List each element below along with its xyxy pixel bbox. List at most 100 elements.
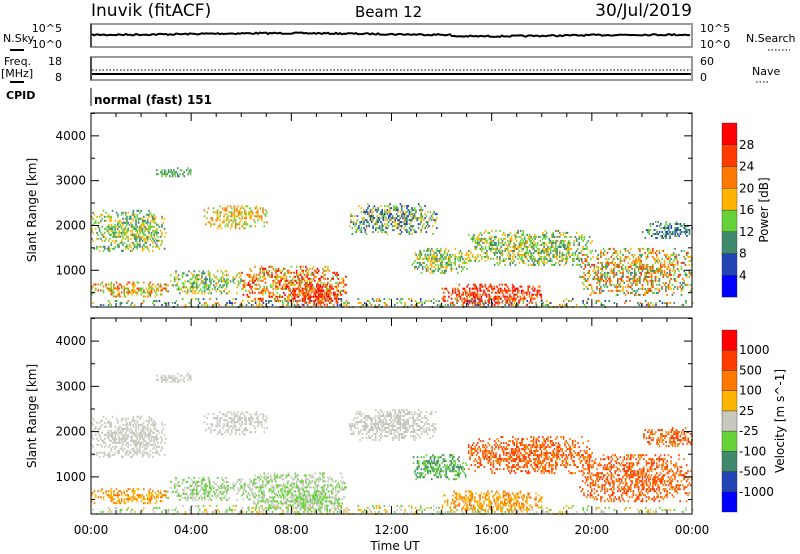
echo-cell (513, 259, 515, 262)
echo-cell (477, 241, 479, 244)
echo-cell (104, 231, 106, 234)
echo-cell (193, 286, 195, 289)
echo-cell (687, 283, 689, 286)
echo-cell (137, 217, 140, 220)
echo-cell (504, 263, 506, 266)
echo-cell (92, 417, 94, 420)
echo-cell (611, 289, 614, 292)
echo-cell (148, 441, 150, 444)
echo-cell (479, 293, 481, 296)
echo-cell (282, 277, 285, 280)
echo-cell (342, 285, 345, 288)
echo-cell (156, 287, 158, 290)
echo-cell (468, 301, 471, 304)
echo-cell (566, 231, 569, 234)
echo-cell (404, 225, 407, 228)
echo-cell (227, 225, 229, 228)
echo-cell (98, 245, 101, 248)
echo-cell (499, 255, 501, 258)
y-tick-label: 2000 (55, 218, 86, 232)
echo-cell (275, 283, 277, 286)
echo-cell (227, 223, 229, 226)
echo-cell (420, 215, 422, 218)
echo-cell (120, 492, 123, 495)
echo-cell (606, 261, 609, 264)
echo-cell (601, 267, 603, 270)
echo-cell (454, 297, 457, 300)
echo-cell (363, 211, 365, 214)
echo-cell (214, 302, 217, 304)
echo-cell (139, 447, 141, 450)
nave-tick: 60 (700, 55, 714, 68)
echo-cell (136, 209, 139, 212)
echo-cell (534, 237, 536, 240)
echo-cell (136, 231, 139, 234)
echo-cell (156, 289, 158, 292)
echo-cell (143, 237, 145, 240)
echo-cell (531, 241, 534, 244)
echo-cell (596, 285, 598, 288)
echo-cell (149, 243, 152, 246)
echo-cell (488, 235, 491, 238)
echo-cell (128, 281, 131, 284)
echo-cell (578, 235, 580, 238)
echo-cell (384, 211, 386, 214)
echo-cell (433, 261, 436, 264)
echo-cell (460, 253, 463, 256)
echo-cell (536, 293, 539, 296)
echo-cell (549, 257, 552, 260)
echo-cell (139, 494, 141, 497)
echo-cell (419, 255, 421, 258)
echo-cell (413, 229, 416, 232)
echo-cell (514, 235, 517, 238)
echo-cell (507, 297, 510, 300)
echo-cell (107, 225, 110, 228)
echo-cell (220, 227, 223, 230)
echo-cell (410, 300, 413, 302)
echo-cell (491, 291, 493, 294)
echo-cell (466, 267, 468, 270)
echo-cell (542, 237, 544, 240)
echo-cell (635, 259, 637, 262)
echo-cell (107, 289, 110, 292)
echo-cell (370, 304, 373, 306)
echo-cell (294, 283, 297, 286)
echo-cell (113, 431, 115, 434)
echo-cell (143, 247, 145, 250)
echo-cell (481, 285, 484, 288)
echo-cell (231, 302, 233, 304)
echo-cell (371, 217, 373, 220)
echo-cell (241, 215, 243, 218)
echo-cell (442, 253, 445, 256)
echo-cell (107, 304, 110, 306)
echo-cell (288, 289, 290, 292)
nsky-tick: 10^5 (32, 22, 62, 35)
echo-cell (542, 241, 544, 244)
echo-cell (491, 287, 493, 290)
echo-cell (143, 427, 145, 430)
echo-cell (447, 259, 450, 262)
echo-cell (372, 211, 374, 214)
echo-cell (604, 275, 606, 278)
echo-cell (473, 237, 475, 240)
echo-cell (684, 257, 687, 260)
echo-cell (120, 417, 123, 420)
echo-cell (321, 267, 324, 270)
echo-cell (297, 275, 299, 278)
echo-cell (474, 241, 476, 244)
echo-cell (601, 263, 603, 266)
echo-cell (652, 281, 654, 284)
echo-cell (150, 289, 153, 292)
echo-cell (377, 231, 380, 234)
echo-cell (104, 433, 106, 436)
echo-cell (656, 255, 658, 258)
echo-cell (380, 211, 382, 214)
echo-cell (366, 304, 369, 306)
echo-cell (247, 283, 250, 286)
echo-cell (437, 249, 440, 252)
echo-cell (577, 255, 579, 258)
echo-cell (307, 269, 310, 272)
echo-cell (671, 263, 674, 266)
echo-cell (644, 300, 647, 302)
echo-cell (216, 217, 219, 220)
